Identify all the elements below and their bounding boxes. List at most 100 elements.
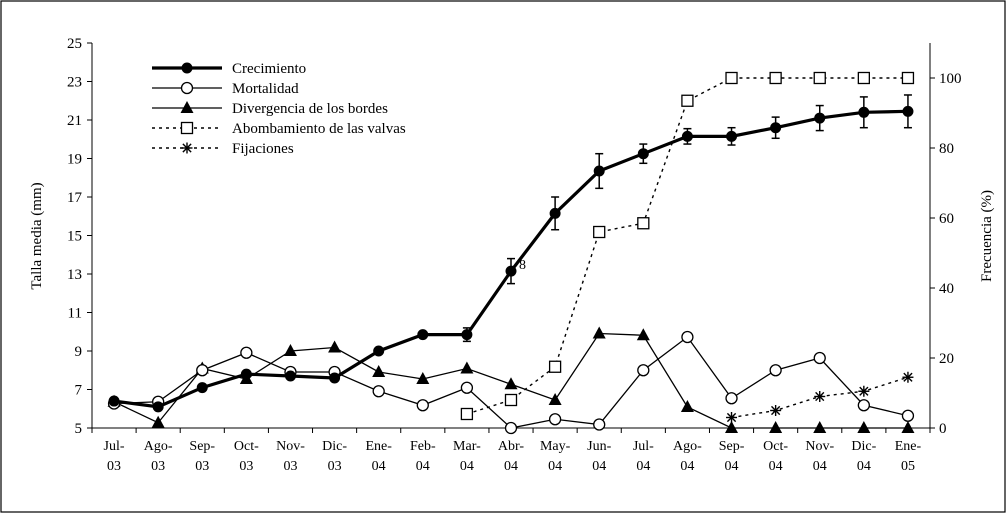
y-tick-label: 13 [67, 267, 82, 283]
x-tick-label: Oct- [234, 439, 259, 454]
data-point [593, 418, 606, 431]
data-point [373, 345, 385, 357]
data-point [901, 71, 915, 85]
data-point [284, 370, 296, 382]
x-tick-label: 04 [680, 459, 694, 474]
data-point [902, 371, 914, 383]
x-tick-label: 04 [460, 459, 474, 474]
data-point [681, 94, 694, 107]
data-point [549, 207, 561, 219]
data-point [592, 326, 606, 339]
series-crecimiento [108, 94, 914, 413]
data-point [680, 400, 694, 412]
data-point [637, 217, 650, 230]
data-point [240, 368, 252, 380]
data-point [181, 62, 193, 74]
data-point [416, 372, 430, 384]
annotation-label: 8 [519, 258, 526, 273]
data-point [681, 330, 694, 344]
x-tick-label: Ago- [144, 439, 173, 454]
data-point [725, 71, 738, 85]
x-tick-label: 04 [636, 459, 650, 474]
data-point [180, 121, 194, 135]
data-point [769, 364, 782, 377]
series-fijaciones [726, 371, 914, 423]
data-point [152, 401, 164, 413]
data-point [770, 405, 782, 416]
data-point [417, 329, 429, 341]
x-tick-label: Nov- [276, 439, 305, 454]
x-tick-label: Oct- [763, 439, 788, 454]
y-tick-label: 5 [75, 421, 83, 437]
y-axis-label: Talla media (mm) [29, 182, 45, 289]
data-point [181, 142, 193, 154]
legend-label: Divergencia de los bordes [232, 101, 388, 117]
series-mortalidad [107, 330, 915, 435]
y-tick-label: 17 [67, 190, 83, 206]
x-tick-label: 03 [195, 459, 209, 474]
y2-axis-label: Frecuencia (%) [979, 190, 995, 282]
asterisk-stroke [859, 386, 869, 396]
data-point [460, 361, 474, 374]
x-tick-label: Jul- [633, 439, 654, 454]
data-point [372, 365, 386, 377]
x-tick-label: 03 [283, 459, 297, 474]
data-point [637, 364, 650, 377]
y2-tick-label: 0 [939, 421, 947, 437]
data-point [196, 364, 209, 377]
data-point [725, 392, 738, 405]
data-point [813, 421, 827, 433]
axes: 5 7 9 11 13 15 17 19 21 23 25 0 20 40 60 80 100 Jul- 03 Ago… [67, 36, 962, 474]
x-tick-label: Dic- [322, 439, 347, 454]
x-tick-label: 04 [372, 459, 386, 474]
y2-tick-label: 100 [939, 71, 962, 87]
data-point [504, 393, 518, 407]
x-tick-label: Ago- [673, 439, 702, 454]
x-tick-label: Feb- [410, 439, 436, 454]
data-point [857, 421, 871, 433]
data-point [548, 360, 562, 373]
x-tick-label: Sep- [719, 439, 745, 454]
x-tick-label: Nov- [805, 439, 834, 454]
x-tick-label: 03 [107, 459, 121, 474]
data-point [504, 421, 518, 435]
data-point [857, 71, 870, 85]
data-point [681, 130, 693, 142]
x-tick-label: 04 [725, 459, 739, 474]
data-point [505, 265, 517, 277]
x-tick-label: Abr- [498, 439, 524, 454]
x-tick-label: 03 [151, 459, 165, 474]
data-point [151, 415, 165, 428]
y-tick-label: 11 [68, 306, 82, 322]
y2-tick-label: 20 [939, 351, 954, 367]
data-point [460, 381, 474, 394]
x-tick-label: 03 [328, 459, 342, 474]
data-point [814, 112, 826, 124]
data-point [548, 413, 562, 426]
asterisk-stroke [182, 143, 192, 153]
y2-tick-label: 80 [939, 141, 954, 157]
data-point [901, 409, 915, 422]
data-point [858, 385, 870, 397]
data-point [813, 71, 826, 85]
data-point [769, 421, 783, 433]
data-point [460, 407, 474, 421]
x-tick-label: 04 [504, 459, 518, 474]
x-tick-label: 04 [592, 459, 606, 474]
y-tick-label: 15 [67, 229, 82, 245]
data-point [814, 391, 826, 402]
x-tick-label: Ene- [895, 439, 922, 454]
data-point [593, 165, 605, 177]
data-point [329, 372, 341, 384]
data-point [548, 393, 562, 405]
data-point [636, 328, 650, 341]
series-line [731, 376, 909, 419]
x-tick-label: Dic- [851, 439, 876, 454]
data-point [180, 81, 194, 95]
legend: Crecimiento Mortalidad Divergencia de los … [152, 61, 406, 157]
data-point [857, 399, 870, 412]
x-tick-label: 04 [769, 459, 783, 474]
